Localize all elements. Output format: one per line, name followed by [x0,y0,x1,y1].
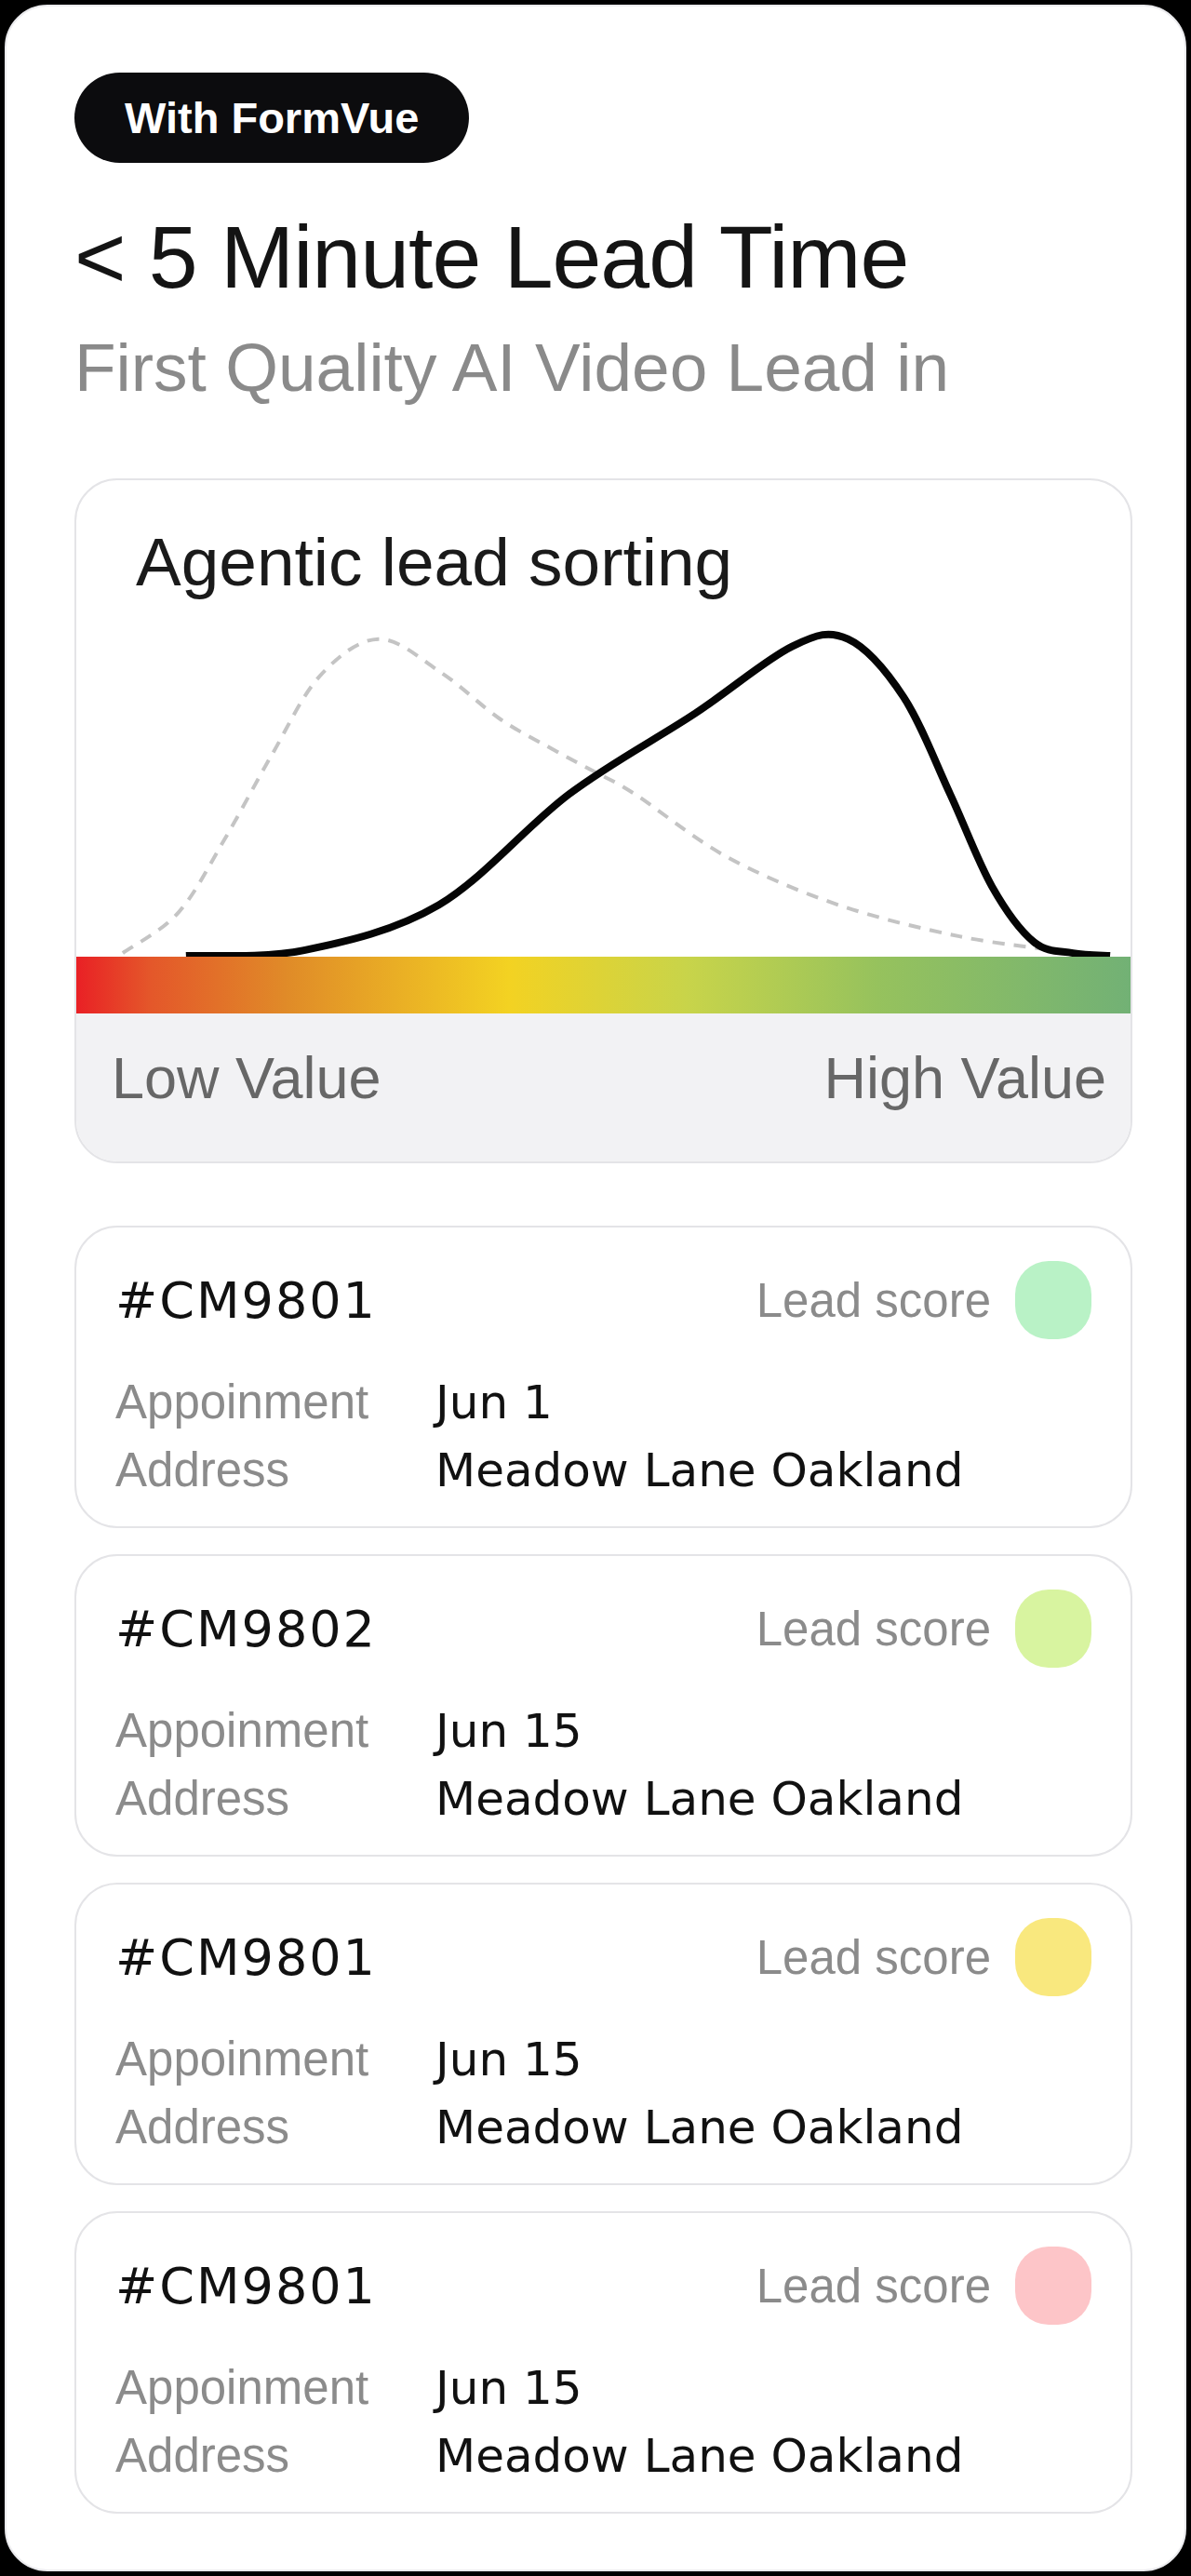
main-panel: With FormVue < 5 Minute Lead Time First … [5,5,1186,2571]
low-value-label: Low Value [112,1044,381,1111]
appointment-label: Appoinment [115,2360,435,2416]
appointment-value: Jun 1 [435,1375,1091,1430]
lead-score-label: Lead score [756,2259,991,2314]
appointment-label: Appoinment [115,1703,435,1759]
address-value: Meadow Lane Oakland [435,2100,1091,2155]
lead-score-indicator [1015,1261,1091,1339]
lead-score-label: Lead score [756,1602,991,1657]
lead-id: #CM9801 [115,1271,377,1330]
appointment-label: Appoinment [115,1375,435,1430]
lead-id: #CM9802 [115,1600,377,1658]
lead-sorting-chart-card: Agentic lead sorting Low Value High Valu… [74,478,1132,1163]
appointment-value: Jun 15 [435,2360,1091,2416]
lead-score-label: Lead score [756,1930,991,1985]
lead-card: #CM9801 Lead score AppoinmentJun 15 Addr… [74,2211,1132,2514]
address-value: Meadow Lane Oakland [435,1771,1091,1827]
address-label: Address [115,2428,435,2484]
value-gradient-bar [76,957,1131,1013]
dashed-curve [123,639,1062,953]
address-label: Address [115,1442,435,1498]
appointment-value: Jun 15 [435,1703,1091,1759]
lead-score-label: Lead score [756,1273,991,1328]
formvue-badge: With FormVue [74,73,469,163]
chart-plot-area: Agentic lead sorting [76,480,1131,957]
chart-axis-labels: Low Value High Value [76,1013,1131,1161]
lead-score-indicator [1015,1918,1091,1996]
lead-score-indicator [1015,2247,1091,2325]
address-value: Meadow Lane Oakland [435,1442,1091,1498]
address-label: Address [115,2100,435,2155]
lead-card: #CM9801 Lead score AppoinmentJun 1 Addre… [74,1226,1132,1528]
lead-score-indicator [1015,1590,1091,1668]
page-subtitle: First Quality AI Video Lead in [74,332,1132,404]
lead-id: #CM9801 [115,2257,377,2315]
solid-curve [186,635,1110,956]
high-value-label: High Value [823,1044,1106,1111]
lead-card: #CM9801 Lead score AppoinmentJun 15 Addr… [74,1883,1132,2185]
chart-title: Agentic lead sorting [136,523,732,600]
address-value: Meadow Lane Oakland [435,2428,1091,2484]
appointment-value: Jun 15 [435,2032,1091,2087]
page-title: < 5 Minute Lead Time [74,211,1132,304]
address-label: Address [115,1771,435,1827]
lead-id: #CM9801 [115,1928,377,1987]
lead-card: #CM9802 Lead score AppoinmentJun 15 Addr… [74,1554,1132,1857]
appointment-label: Appoinment [115,2032,435,2087]
